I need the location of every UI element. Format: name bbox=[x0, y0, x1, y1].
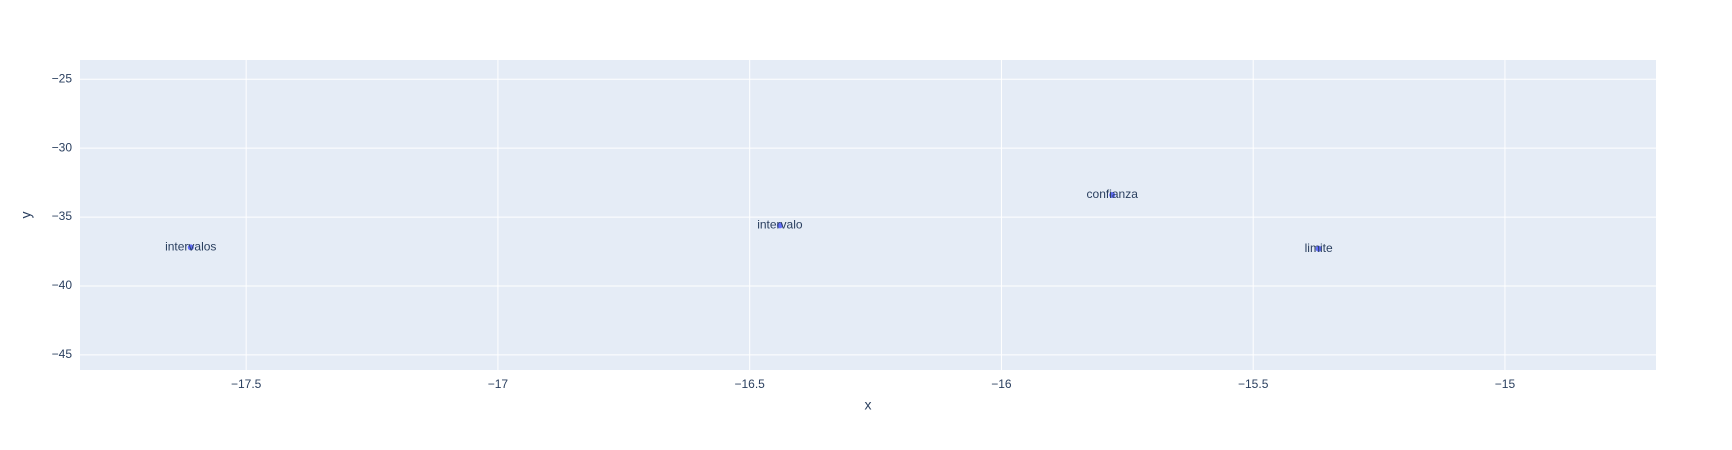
y-tick-label: −45 bbox=[52, 347, 73, 361]
data-point-marker bbox=[187, 244, 194, 251]
data-point-marker bbox=[1109, 192, 1116, 199]
plot-area bbox=[80, 60, 1656, 370]
data-point-label: intervalo bbox=[757, 218, 803, 232]
data-point-label: confianza bbox=[1087, 187, 1139, 201]
x-tick-label: −15 bbox=[1495, 377, 1516, 391]
x-tick-label: −15.5 bbox=[1238, 377, 1269, 391]
x-tick-label: −16 bbox=[991, 377, 1012, 391]
x-tick-label: −16.5 bbox=[734, 377, 765, 391]
grid-lines bbox=[80, 60, 1656, 370]
x-axis-title: x bbox=[865, 397, 872, 413]
y-axis-title: y bbox=[18, 212, 34, 219]
data-point-marker bbox=[776, 222, 783, 229]
x-tick-label: −17 bbox=[488, 377, 509, 391]
y-tick-label: −40 bbox=[52, 278, 73, 292]
data-point-label: limite bbox=[1305, 241, 1333, 255]
y-tick-label: −35 bbox=[52, 209, 73, 223]
tick-labels: −17.5 −17 −16.5 −16 −15.5 −15 −25 −30 −35 −40 −45 bbox=[52, 71, 1516, 391]
y-tick-label: −30 bbox=[52, 140, 73, 154]
y-tick-label: −25 bbox=[52, 71, 73, 85]
data-point-label: intervalos bbox=[165, 240, 216, 254]
data-points: intervalos intervalo confianza limite bbox=[165, 187, 1333, 255]
x-tick-label: −17.5 bbox=[231, 377, 262, 391]
data-point-marker bbox=[1315, 245, 1322, 252]
